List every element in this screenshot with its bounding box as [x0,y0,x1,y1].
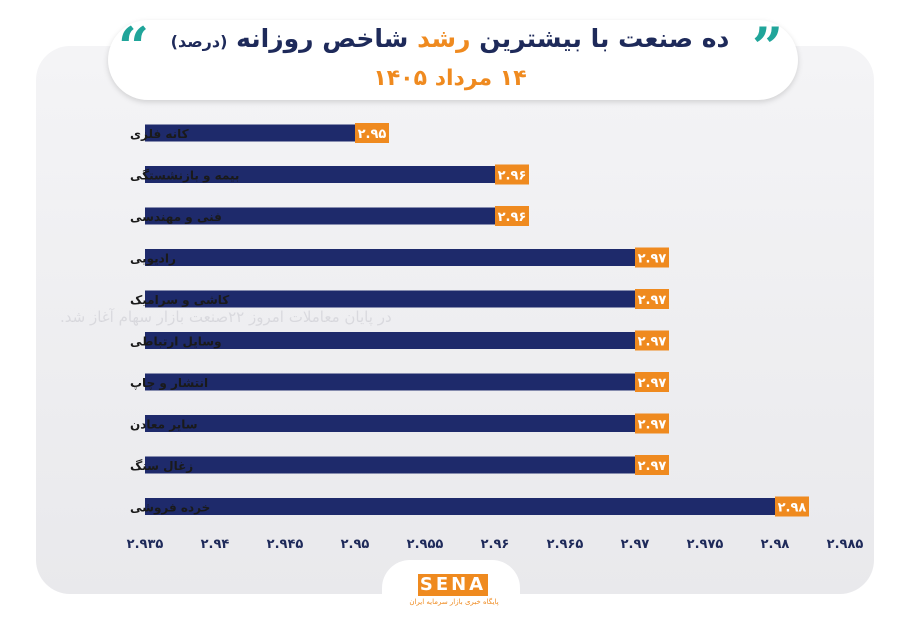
value-label-bg [635,372,669,392]
x-tick-label: ۲.۹۶ [481,537,510,552]
bar [145,373,635,391]
x-tick-label: ۲.۹۳۵ [127,537,164,552]
bar [145,166,495,183]
bar [145,207,495,225]
bar [145,456,635,474]
value-label-bg [355,123,389,143]
watermark-text: در پایان معاملات امروز ۲۲صنعت بازار سهام… [60,308,392,326]
value-label: ۲.۹۷ [638,252,667,267]
x-tick-label: ۲.۹۷ [621,537,650,552]
value-label: ۲.۹۷ [638,418,667,433]
value-label-bg [495,206,529,226]
title-part2: شاخص روزانه [236,24,409,53]
value-label: ۲.۹۶ [498,169,527,184]
value-label-bg [635,330,669,351]
category-label: بیمه و بازنشستگی [130,169,239,184]
chart-title: ده صنعت با بیشترین رشد شاخص روزانه (درصد… [130,24,770,53]
value-label: ۲.۹۶ [498,210,527,225]
category-label: انتشار و چاپ [130,376,208,391]
value-label: ۲.۹۵ [358,127,387,142]
title-unit: (درصد) [170,32,228,51]
category-label: خرده فروشی [130,501,210,516]
bar [145,498,775,515]
chart-subtitle: ۱۴ مرداد ۱۴۰۵ [373,66,527,91]
x-axis-ticks: ۲.۹۳۵ ۲.۹۴ ۲.۹۴۵ ۲.۹۵ ۲.۹۵۵ ۲.۹۶ ۲.۹۶۵ ۲.۹۷ ۲.۹۷… [127,537,864,552]
x-tick-label: ۲.۹۴ [201,537,230,552]
quote-open-icon: ” [752,15,784,79]
x-tick-label: ۲.۹۵۵ [407,537,444,552]
bar [145,290,635,308]
category-label: سایر معادن [130,418,198,432]
value-label: ۲.۹۷ [638,459,667,474]
x-tick-label: ۲.۹۵ [341,537,370,552]
x-tick-label: ۲.۹۴۵ [267,537,304,552]
bar [145,124,355,142]
category-label: زغال سنگ [130,459,193,473]
x-tick-label: ۲.۹۶۵ [547,537,584,552]
x-tick-label: ۲.۹۸۵ [827,537,864,552]
bar [145,332,635,349]
category-labels: کانه فلزی بیمه و بازنشستگی فنی و مهندسی راد… [130,127,239,516]
value-label-bg [635,455,669,475]
value-label-bg [635,247,669,268]
category-label: وسایل ارتباطی [130,335,222,350]
value-label-bg [635,289,669,309]
quote-close-icon: “ [118,15,150,79]
value-label-bg [775,496,809,517]
value-label: ۲.۹۷ [638,376,667,391]
bar [145,415,635,432]
category-label: کاشی و سرامیک [130,293,229,308]
category-label: فنی و مهندسی [130,210,222,225]
value-label-bg [635,413,669,434]
value-label: ۲.۹۸ [778,501,807,516]
value-labels: ۲.۹۵ ۲.۹۶ ۲.۹۶ ۲.۹۷ ۲.۹۷ ۲.۹۷ ۲.۹۷ ۲.۹۷ ۲.۹۷ ۲.۹۸ [355,123,809,517]
title-part1: ده صنعت با بیشترین [479,24,730,53]
logo-tagline: پایگاه خبری بازار سرمایه ایران [409,598,499,606]
category-label: کانه فلزی [130,127,189,141]
value-label: ۲.۹۷ [638,335,667,350]
sena-logo: SENA [418,574,488,596]
value-label: ۲.۹۷ [638,293,667,308]
x-tick-label: ۲.۹۸ [761,537,790,552]
title-banner [108,20,798,100]
bar [145,249,635,266]
value-label-bg [495,164,529,185]
bars-group [145,124,775,515]
x-tick-label: ۲.۹۷۵ [687,537,724,552]
title-highlight: رشد [417,24,471,53]
category-label: رادیویی [130,252,176,267]
